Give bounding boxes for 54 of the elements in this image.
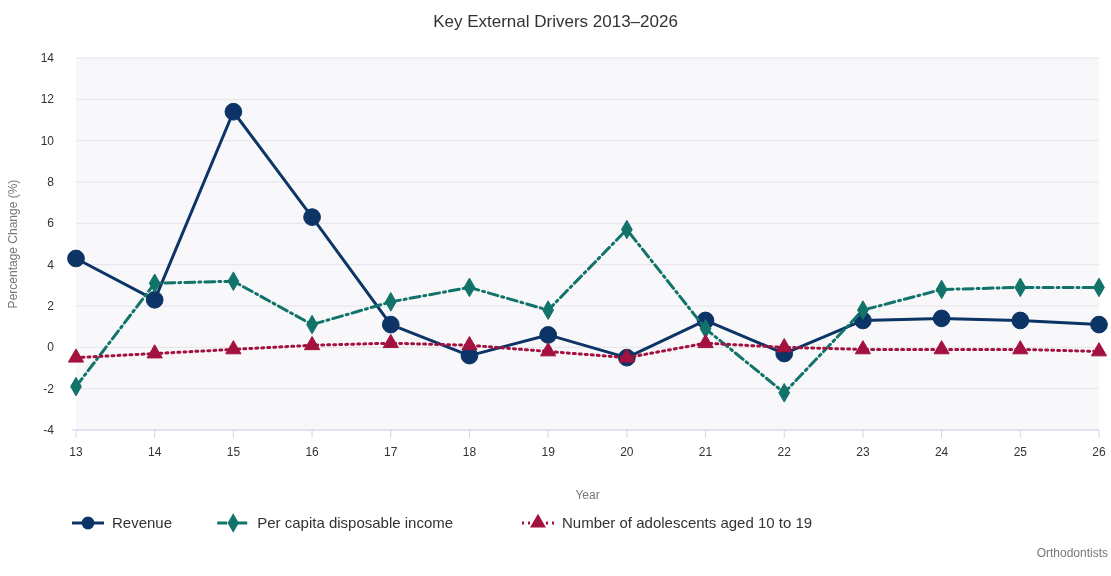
point (225, 340, 242, 355)
y-tick-label: 2 (47, 299, 55, 313)
text: Orthodontists (1036, 546, 1108, 560)
x-tick-label: 26 (1092, 445, 1106, 459)
y-tick-label: 12 (40, 92, 55, 107)
legend-label: Revenue (112, 514, 173, 531)
chart-title: Key External Drivers 2013–2026 (433, 12, 678, 31)
x-tick-label: 21 (698, 445, 713, 459)
x-tick-label: 22 (777, 445, 792, 459)
point (145, 290, 164, 309)
y-tick-label: 14 (40, 51, 55, 65)
point (1090, 342, 1108, 357)
y-tick-label: 0 (47, 340, 55, 355)
point (303, 335, 321, 351)
point (540, 342, 557, 357)
x-tick-label: 25 (1013, 445, 1028, 459)
x-tick-label: 16 (305, 445, 320, 459)
legend-label: Per capita disposable income (257, 514, 454, 531)
x-axis-title: Year (575, 488, 600, 502)
point (933, 340, 950, 355)
y-axis-title: Percentage Change (%) (6, 179, 20, 309)
y-tick-label: 10 (40, 133, 55, 148)
x-tick-label: 23 (856, 445, 870, 459)
point (776, 338, 793, 353)
point (854, 340, 872, 355)
y-tick-label: -4 (43, 423, 55, 437)
y-tick-label: -2 (43, 381, 55, 396)
point (224, 102, 243, 121)
point (67, 348, 85, 363)
x-tick-label: 18 (462, 445, 477, 459)
point (303, 208, 321, 226)
x-tick-label: 15 (226, 445, 241, 459)
point (146, 344, 163, 359)
point (932, 309, 951, 328)
legend-label: Number of adolescents aged 10 to 19 (562, 514, 813, 531)
point (1011, 311, 1030, 330)
x-tick-label: 13 (69, 445, 83, 459)
point (539, 326, 558, 344)
point (618, 348, 635, 363)
x-tick-label: 20 (620, 445, 634, 459)
x-tick-label: 14 (148, 445, 162, 459)
point (67, 249, 85, 268)
x-tick-label: 19 (541, 445, 556, 459)
y-tick-label: 6 (47, 216, 55, 231)
x-tick-label: 17 (384, 445, 398, 459)
point (1012, 340, 1029, 355)
y-tick-label: 4 (47, 257, 55, 272)
point (381, 315, 400, 334)
x-tick-label: 24 (934, 445, 949, 459)
point (697, 333, 714, 349)
point (382, 333, 399, 349)
y-tick-label: 8 (47, 175, 55, 189)
point (1090, 315, 1108, 334)
point (461, 335, 478, 351)
